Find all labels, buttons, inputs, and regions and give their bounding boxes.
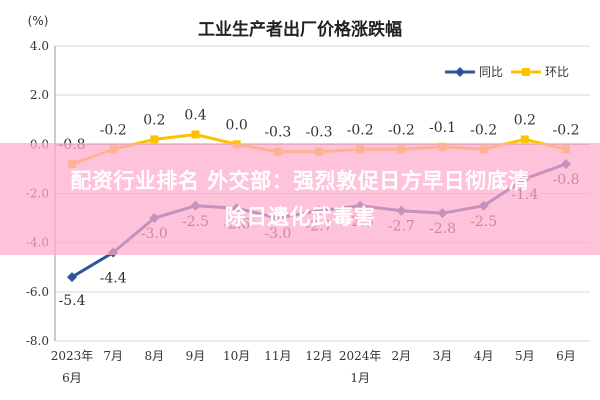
x-tick-label-line: 7月 (103, 349, 123, 363)
x-tick-label-line: 8月 (145, 349, 165, 363)
x-tick-label-line: 3月 (433, 349, 453, 363)
x-tick-label-line: 1月 (350, 371, 370, 385)
yoy-point (67, 272, 77, 283)
x-tick-label-line: 2024年 (339, 349, 382, 363)
mom-data-label: -0.1 (429, 120, 456, 136)
mom-point (150, 135, 159, 144)
x-tick-label: 2024年 1月 (339, 349, 382, 385)
x-tick-label-line: 4月 (474, 349, 494, 363)
mom-data-label: -0.2 (347, 122, 374, 138)
x-tick-label: 12月 (305, 349, 332, 363)
chart-title: 工业生产者出厂价格涨跌幅 (198, 19, 402, 40)
x-tick-label: 10月 (223, 349, 250, 363)
mom-data-label: -0.2 (470, 122, 497, 138)
overlay-headline-line-2: 除日遗化武毒害 (224, 205, 376, 229)
mom-data-label: -0.3 (264, 125, 291, 141)
x-tick-label: 6月 (556, 349, 576, 363)
y-tick-label: -8.0 (26, 334, 49, 348)
y-tick-label: -6.0 (26, 285, 49, 299)
mom-data-label: -0.3 (306, 125, 333, 141)
mom-data-label: 0.4 (184, 108, 206, 124)
legend-mom-label: 环比 (545, 65, 569, 79)
yoy-data-label: -4.4 (100, 271, 127, 287)
x-tick-label-line: 10月 (223, 349, 250, 363)
x-tick-label-line: 11月 (264, 349, 291, 363)
mom-data-label: -0.2 (388, 122, 415, 138)
x-tick-label: 7月 (103, 349, 123, 363)
legend-yoy-marker (455, 67, 465, 77)
y-tick-label: 2.0 (30, 88, 49, 102)
overlay-headline-line-1: 配资行业排名 外交部：强烈敦促日方早日彻底清 (70, 169, 530, 193)
x-tick-label: 8月 (145, 349, 165, 363)
y-tick-label: 4.0 (30, 39, 49, 53)
x-tick-label: 4月 (474, 349, 494, 363)
x-tick-label-line: 9月 (186, 349, 206, 363)
legend-mom-marker (522, 68, 530, 76)
x-tick-label-line: 6月 (556, 349, 576, 363)
x-tick-label: 11月 (264, 349, 291, 363)
news-overlay-banner: 配资行业排名 外交部：强烈敦促日方早日彻底清 除日遗化武毒害 (0, 143, 600, 255)
mom-data-label: -0.2 (100, 122, 127, 138)
legend-yoy-label: 同比 (479, 65, 503, 79)
x-tick-label-line: 12月 (305, 349, 332, 363)
x-tick-label: 5月 (515, 349, 535, 363)
x-tick-label: 9月 (186, 349, 206, 363)
x-tick-label-line: 5月 (515, 349, 535, 363)
mom-data-label: 0.2 (143, 112, 165, 128)
x-tick-label: 3月 (433, 349, 453, 363)
x-tick-label: 2023年 6月 (51, 349, 94, 385)
yoy-data-label: -5.4 (59, 293, 86, 309)
mom-data-label: 0.0 (226, 117, 248, 133)
mom-point (191, 130, 200, 139)
y-axis-unit: (%) (28, 14, 49, 28)
x-tick-label-line: 6月 (62, 371, 82, 385)
mom-point (520, 135, 529, 144)
mom-data-label: -0.2 (553, 122, 580, 138)
mom-data-label: 0.2 (514, 112, 536, 128)
x-tick-label: 2月 (392, 349, 412, 363)
legend: 同比 环比 (445, 65, 569, 79)
x-tick-label-line: 2023年 (51, 349, 94, 363)
x-tick-label-line: 2月 (392, 349, 412, 363)
